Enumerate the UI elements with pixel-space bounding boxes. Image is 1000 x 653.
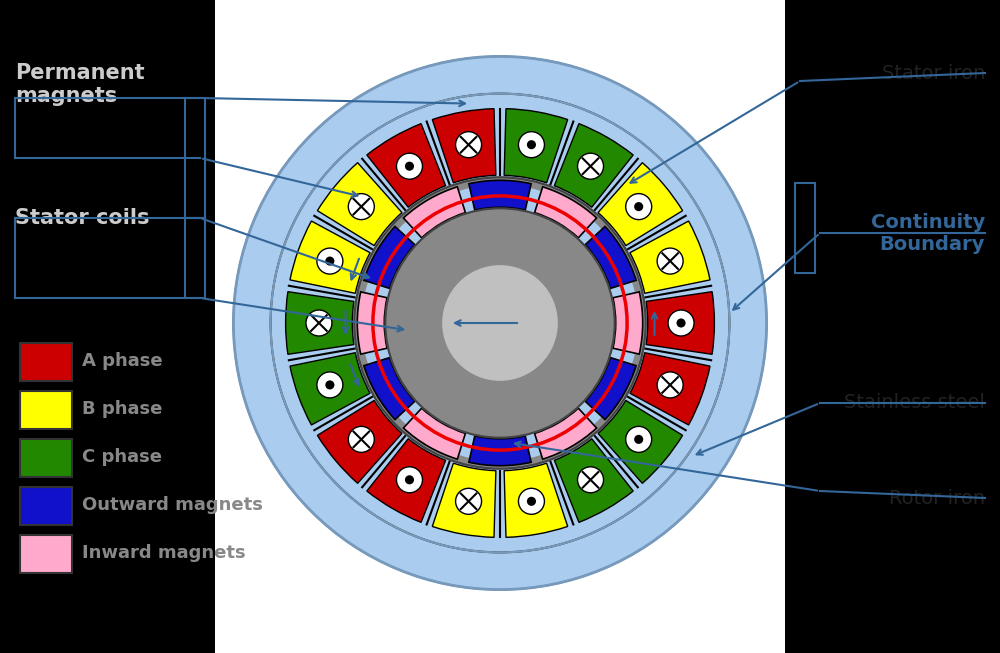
Text: Continuity
Boundary: Continuity Boundary <box>871 212 985 253</box>
Wedge shape <box>367 439 446 522</box>
Circle shape <box>634 435 643 444</box>
Circle shape <box>325 381 334 389</box>
Text: Stainless steel: Stainless steel <box>844 394 985 413</box>
Wedge shape <box>367 123 446 207</box>
Bar <box>20 391 72 429</box>
Wedge shape <box>585 227 636 289</box>
Wedge shape <box>504 463 568 537</box>
Wedge shape <box>598 400 683 483</box>
Circle shape <box>578 153 604 179</box>
Circle shape <box>634 202 643 211</box>
Wedge shape <box>403 187 465 238</box>
Circle shape <box>396 153 422 179</box>
Wedge shape <box>432 463 496 537</box>
Circle shape <box>657 372 683 398</box>
Wedge shape <box>630 221 710 293</box>
Bar <box>20 343 72 381</box>
Circle shape <box>233 56 767 590</box>
Wedge shape <box>585 358 636 420</box>
Circle shape <box>348 194 374 219</box>
Wedge shape <box>290 221 370 293</box>
Wedge shape <box>469 180 531 210</box>
Circle shape <box>271 93 729 552</box>
Circle shape <box>348 426 374 453</box>
Circle shape <box>441 264 559 382</box>
Circle shape <box>317 248 343 274</box>
Circle shape <box>626 426 652 453</box>
Circle shape <box>626 194 652 219</box>
Circle shape <box>527 497 536 506</box>
Circle shape <box>362 185 638 461</box>
Text: A phase: A phase <box>82 352 163 370</box>
Circle shape <box>405 162 414 170</box>
Wedge shape <box>432 108 496 183</box>
Circle shape <box>677 319 686 328</box>
Text: C phase: C phase <box>82 448 162 466</box>
Wedge shape <box>286 292 354 355</box>
Bar <box>795 183 815 273</box>
Wedge shape <box>469 436 531 466</box>
Bar <box>0 0 215 653</box>
Wedge shape <box>613 292 643 354</box>
Circle shape <box>518 132 544 158</box>
Text: Stator coils: Stator coils <box>15 208 150 228</box>
Text: Inward magnets: Inward magnets <box>82 544 246 562</box>
Circle shape <box>518 488 544 515</box>
Text: Stator iron: Stator iron <box>882 63 985 82</box>
Wedge shape <box>290 353 370 425</box>
Circle shape <box>578 467 604 493</box>
Circle shape <box>306 310 332 336</box>
Bar <box>215 0 785 653</box>
Text: B phase: B phase <box>82 400 162 418</box>
Wedge shape <box>357 292 387 354</box>
Circle shape <box>396 467 422 493</box>
Wedge shape <box>504 108 568 183</box>
Wedge shape <box>630 353 710 425</box>
Circle shape <box>385 208 615 438</box>
Bar <box>185 98 205 218</box>
Wedge shape <box>554 439 633 522</box>
Circle shape <box>325 257 334 266</box>
Bar <box>20 535 72 573</box>
Circle shape <box>317 372 343 398</box>
Bar <box>20 439 72 477</box>
Text: Outward magnets: Outward magnets <box>82 496 263 514</box>
Circle shape <box>456 132 482 158</box>
Wedge shape <box>554 123 633 207</box>
Circle shape <box>527 140 536 150</box>
Circle shape <box>271 93 729 552</box>
Wedge shape <box>364 227 415 289</box>
Bar <box>20 487 72 525</box>
Wedge shape <box>317 400 402 483</box>
Text: Rotor iron: Rotor iron <box>889 488 985 507</box>
Circle shape <box>668 310 694 336</box>
Wedge shape <box>317 163 402 246</box>
Circle shape <box>456 488 482 515</box>
Wedge shape <box>364 358 415 420</box>
Circle shape <box>657 248 683 274</box>
Circle shape <box>441 264 559 382</box>
Wedge shape <box>598 163 683 246</box>
Circle shape <box>405 475 414 485</box>
Bar <box>185 218 205 298</box>
Text: Permanent
magnets: Permanent magnets <box>15 63 145 106</box>
Bar <box>785 0 1000 653</box>
Wedge shape <box>403 408 465 459</box>
Circle shape <box>354 178 646 469</box>
Wedge shape <box>646 292 714 355</box>
Wedge shape <box>535 187 597 238</box>
Wedge shape <box>535 408 597 459</box>
